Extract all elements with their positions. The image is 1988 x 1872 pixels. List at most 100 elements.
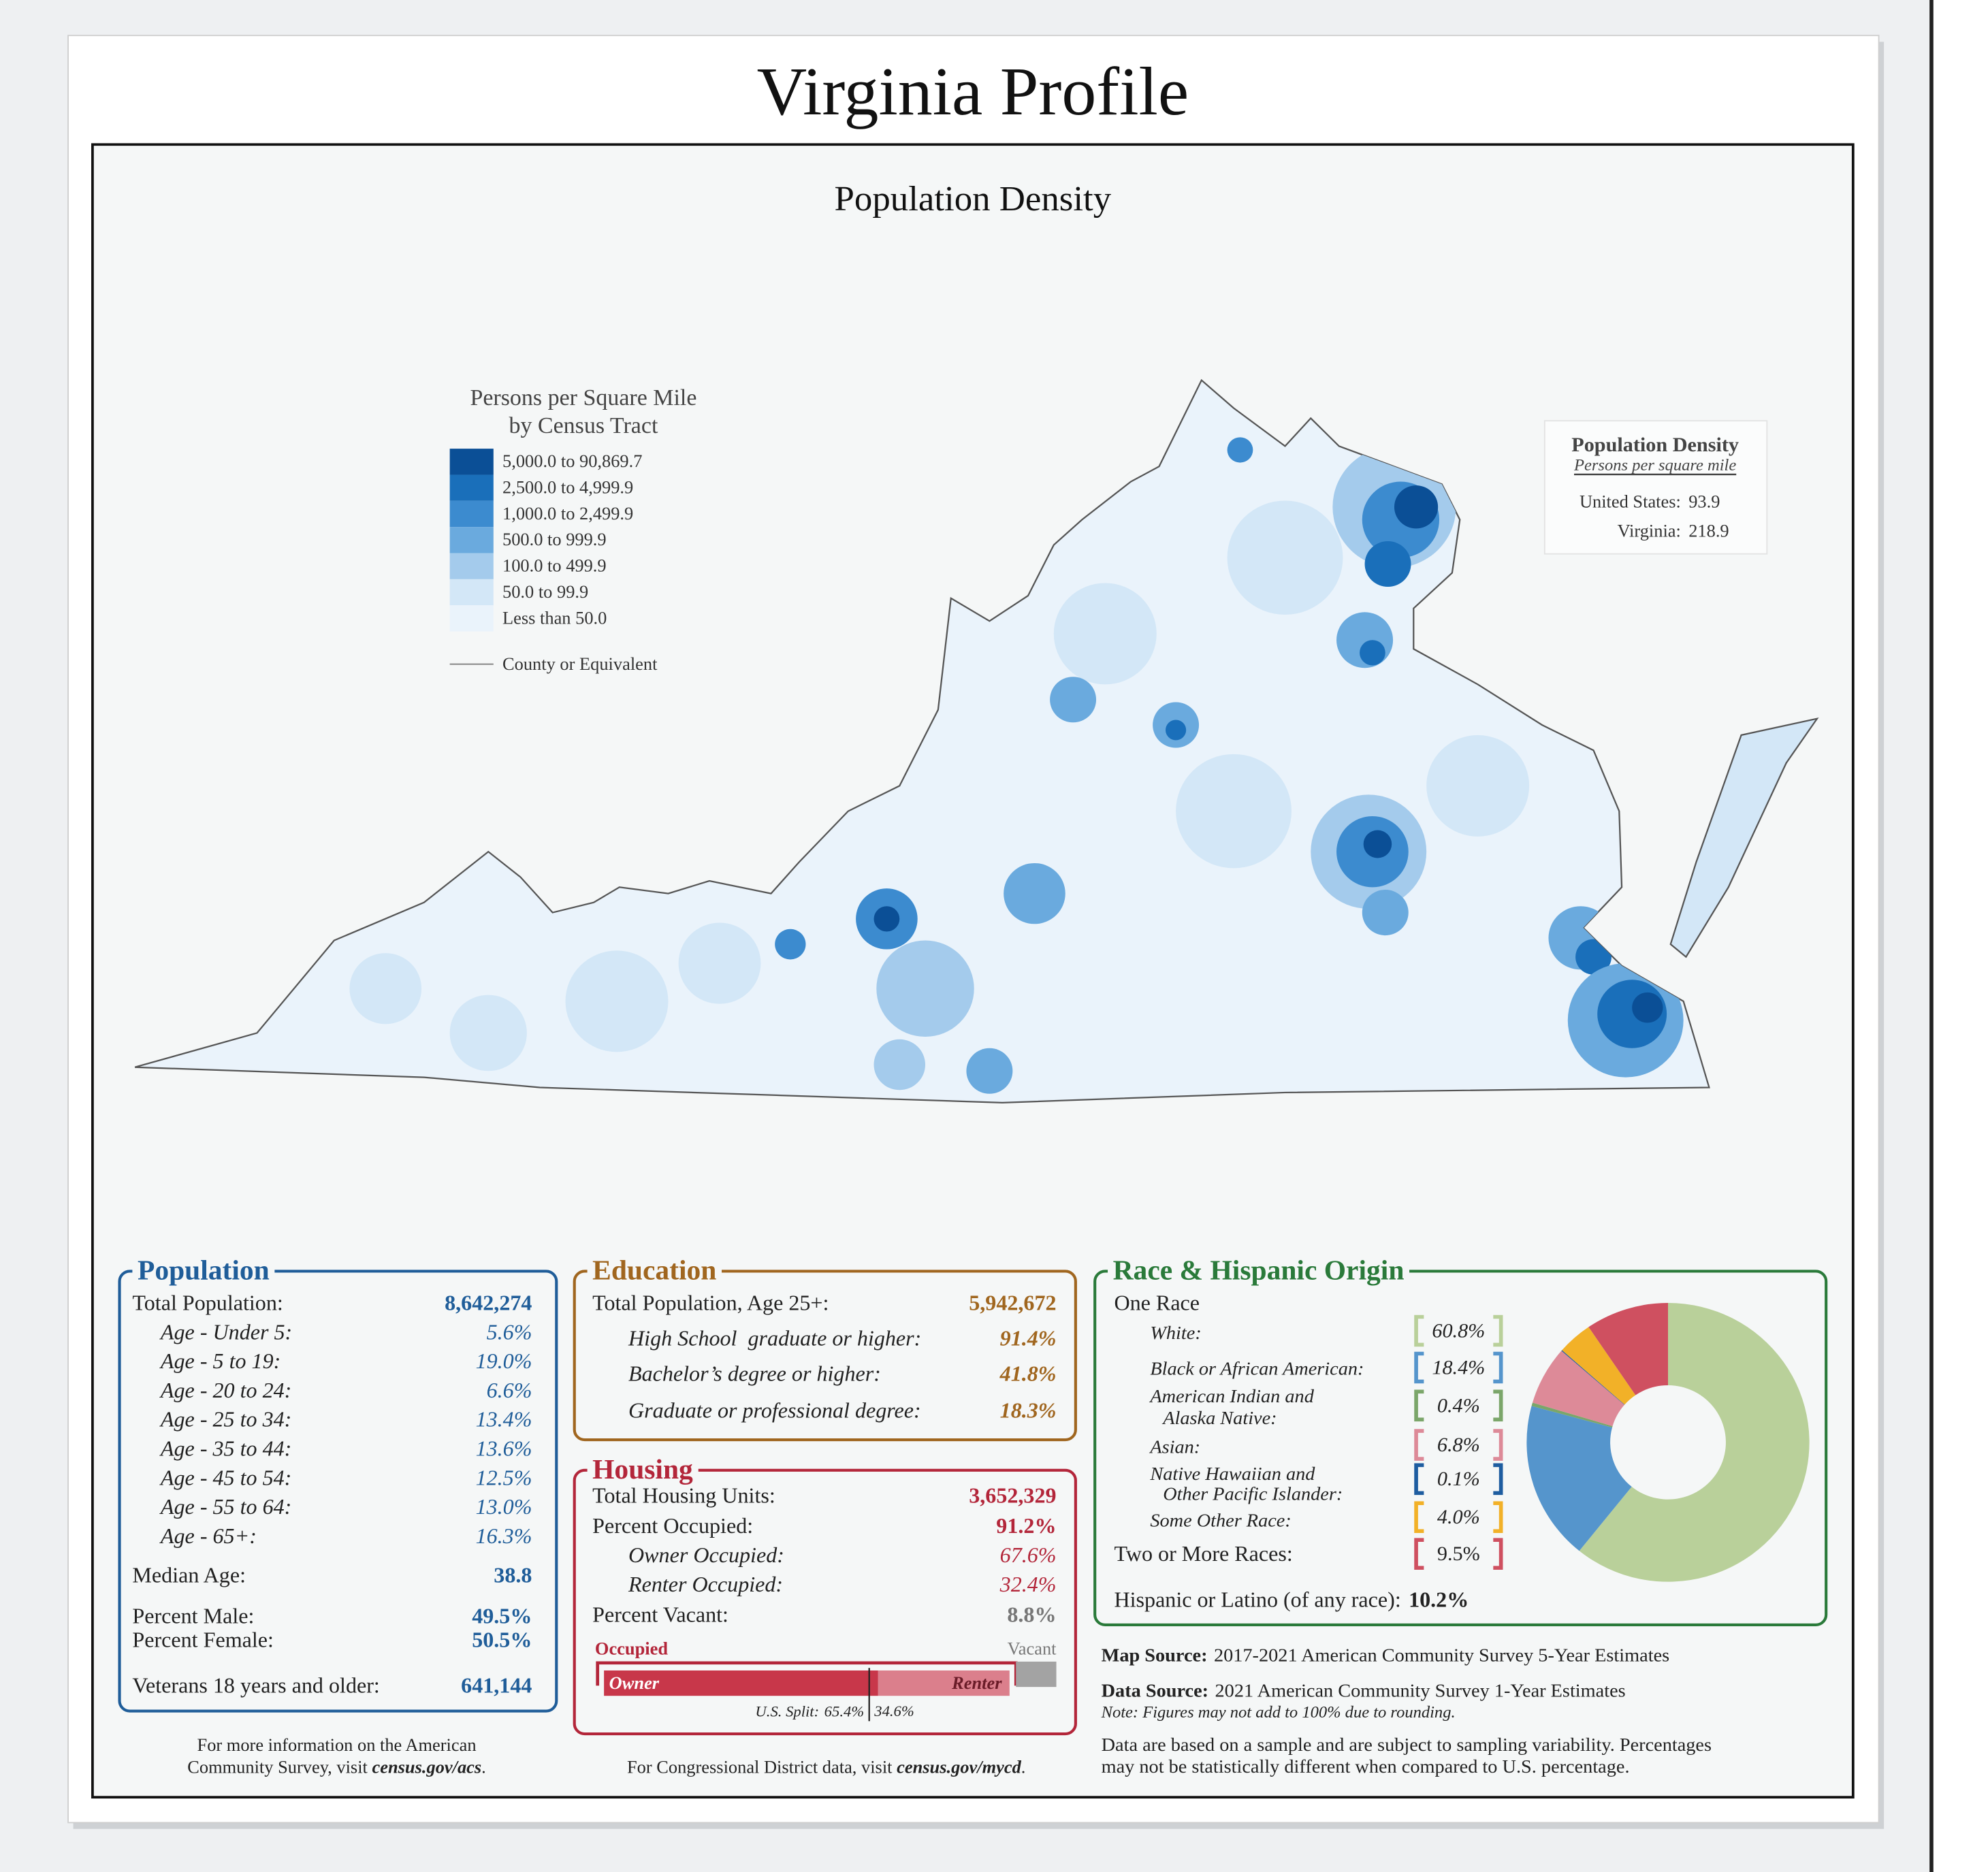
footer-part: . (481, 1757, 486, 1777)
density-areas (349, 437, 1684, 1094)
row-label: Total Housing Units: (592, 1484, 775, 1508)
note: Note: Figures may not add to 100% due to… (1101, 1703, 1456, 1722)
vacant-bar (1016, 1661, 1057, 1688)
area (1053, 583, 1157, 685)
legend-swatch (449, 500, 494, 528)
row-value: 13.6% (476, 1437, 532, 1461)
area (966, 1048, 1013, 1094)
area (876, 940, 974, 1037)
race-label: Some Other Race: (1150, 1511, 1291, 1532)
map-title: Population Density (835, 180, 1112, 219)
row-label: Age - 5 to 19: (159, 1349, 280, 1373)
area (1632, 992, 1663, 1023)
row-label: One Race (1114, 1291, 1200, 1315)
area (449, 995, 527, 1071)
row-value: 3,652,329 (969, 1484, 1056, 1508)
race-label: Native Hawaiian and (1149, 1464, 1315, 1485)
row-label: Veterans 18 years and older: (132, 1674, 379, 1698)
row-value: 49.5% (472, 1604, 532, 1628)
panel-frame (118, 1270, 558, 1713)
row-value: 91.4% (1000, 1327, 1057, 1351)
area (349, 953, 422, 1024)
row-value: 6.6% (487, 1378, 532, 1402)
area (1176, 754, 1292, 869)
row-value: 16.3% (476, 1524, 532, 1548)
race-value: 18.4% (1432, 1357, 1485, 1379)
row-value: 67.6% (1000, 1543, 1057, 1567)
row-value: 8.8% (1007, 1603, 1056, 1627)
area (1394, 485, 1439, 529)
row-label: High School graduate or higher: (628, 1327, 921, 1351)
renter-bar (878, 1670, 1010, 1696)
race-value: 60.8% (1432, 1320, 1485, 1342)
inset-label: United States: (1580, 492, 1681, 512)
bar-label: Vacant (1008, 1639, 1057, 1659)
legend-label: County or Equivalent (502, 654, 658, 674)
value-bracket (1414, 1351, 1503, 1384)
area (1360, 640, 1385, 666)
row-label: Graduate or professional degree: (628, 1399, 921, 1423)
row-label: Percent Male: (132, 1604, 254, 1628)
row-value: 38.8 (494, 1564, 532, 1587)
area (873, 1039, 926, 1091)
donut-segment (1526, 1406, 1632, 1551)
page-title: Virginia Profile (757, 53, 1189, 129)
area (1363, 830, 1392, 858)
row-label: Renter Occupied: (628, 1572, 783, 1596)
row-value: 18.3% (1000, 1399, 1057, 1423)
race-label: White: (1150, 1323, 1201, 1344)
legend-label: 500.0 to 999.9 (502, 530, 607, 549)
footer-part: . (1021, 1757, 1026, 1777)
row-label: Percent Vacant: (592, 1603, 728, 1627)
source: Data Source: 2021 American Community Surv… (1102, 1680, 1626, 1701)
race-label: Black or African American: (1150, 1358, 1364, 1379)
panel-title: Housing (592, 1453, 693, 1485)
donut-segment (1531, 1402, 1613, 1427)
row-value: 12.5% (476, 1466, 532, 1490)
row-label: Age - Under 5: (159, 1320, 292, 1344)
area (873, 906, 900, 932)
legend-label: 5,000.0 to 90,869.7 (502, 451, 642, 471)
race-label: American Indian and (1149, 1386, 1314, 1407)
panel-title: Race & Hispanic Origin (1113, 1255, 1405, 1286)
title-gap (587, 1455, 699, 1486)
value-bracket (1414, 1314, 1503, 1347)
hispanic-value: 10.2% (1409, 1587, 1469, 1611)
row-value: 19.0% (476, 1349, 532, 1373)
donut-segment (1532, 1351, 1624, 1426)
us-split-part: U.S. Split: (755, 1702, 819, 1720)
row-label: Bachelor’s degree or higher: (628, 1362, 881, 1386)
panel-title: Education (592, 1255, 716, 1286)
inset-value: 93.9 (1688, 492, 1720, 512)
row-value: 32.4% (999, 1572, 1057, 1596)
footer-part: census.gov/mycd (897, 1757, 1022, 1777)
donut-segment (1562, 1327, 1636, 1405)
row-label: Total Population, Age 25+: (592, 1291, 829, 1315)
legend-label: 2,500.0 to 4,999.9 (502, 478, 633, 498)
inset-subtitle: Persons per square mile (1573, 456, 1736, 474)
row-label: Owner Occupied: (628, 1543, 784, 1567)
us-split: U.S. Split: 65.4% (755, 1702, 864, 1720)
race-value: 6.8% (1437, 1434, 1480, 1456)
race-value: 0.1% (1437, 1468, 1480, 1490)
bar-label: Occupied (595, 1639, 669, 1659)
us-split-value: 34.6% (873, 1702, 914, 1720)
disclaimer: may not be statistically different when … (1102, 1756, 1630, 1777)
title-gap (1108, 1256, 1410, 1287)
footer: For Congressional District data, visit c… (627, 1757, 1025, 1777)
value-bracket (1414, 1463, 1503, 1496)
area (1362, 890, 1409, 936)
legend-title: Persons per Square Mile (470, 385, 696, 410)
footer-part: census.gov/acs (372, 1757, 482, 1777)
title-gap (587, 1256, 722, 1287)
value-bracket (1414, 1429, 1503, 1461)
panel-frame (1093, 1270, 1828, 1626)
legend-swatch (449, 527, 494, 553)
row-value: 8,642,274 (445, 1291, 532, 1315)
row-label: Percent Occupied: (592, 1514, 753, 1538)
legend-title: by Census Tract (509, 413, 658, 438)
hispanic: Hispanic or Latino (of any race): 10.2% (1114, 1587, 1469, 1611)
bar-label: Owner (609, 1673, 660, 1693)
race-label: Asian: (1149, 1437, 1200, 1458)
race-label: Other Pacific Islander: (1163, 1484, 1343, 1505)
